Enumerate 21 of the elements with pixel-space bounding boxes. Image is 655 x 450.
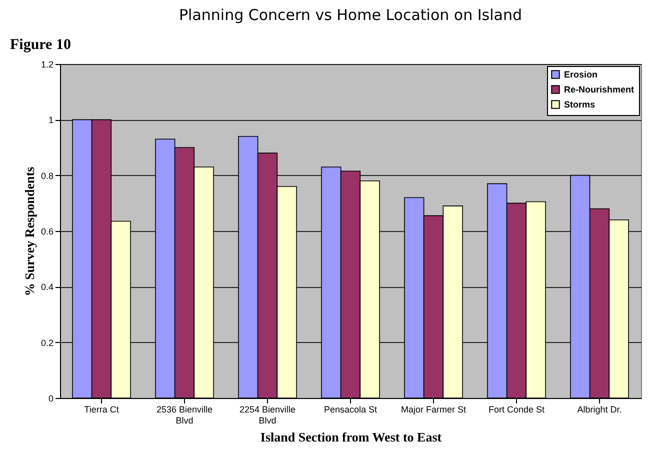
- y-tick-label: 0.2: [40, 338, 54, 348]
- x-tick-label: Albright Dr.: [577, 404, 622, 414]
- x-tick-label: Fort Conde St: [488, 404, 546, 414]
- x-axis-title: Island Section from West to East: [260, 430, 442, 444]
- x-tick-label: Pensacola St: [324, 404, 378, 414]
- caption: Figure 10: [10, 37, 71, 53]
- x-tick-label: Major Farmer St: [400, 404, 466, 414]
- legend-label: Erosion: [564, 70, 598, 80]
- y-tick-label: 0.4: [40, 282, 54, 292]
- y-tick-label: 0: [48, 394, 54, 404]
- y-tick-label: 1: [48, 115, 54, 126]
- legend-label: Re-Nourishment: [564, 84, 634, 94]
- x-tick-label: 2254 Bienville Blvd: [239, 404, 296, 426]
- legend-label: Storms: [564, 100, 596, 110]
- x-tick-label: 2536 Bienville Blvd: [156, 404, 213, 426]
- y-tick-label: 1.2: [40, 60, 54, 70]
- chart-title: Planning Concern vs Home Location on Island: [178, 6, 522, 24]
- y-axis-title: % Survey Respondents: [22, 166, 37, 296]
- y-tick-label: 0.6: [40, 226, 54, 236]
- y-tick-label: 0.8: [40, 170, 54, 181]
- x-tick-label: Tierra Ct: [84, 404, 120, 414]
